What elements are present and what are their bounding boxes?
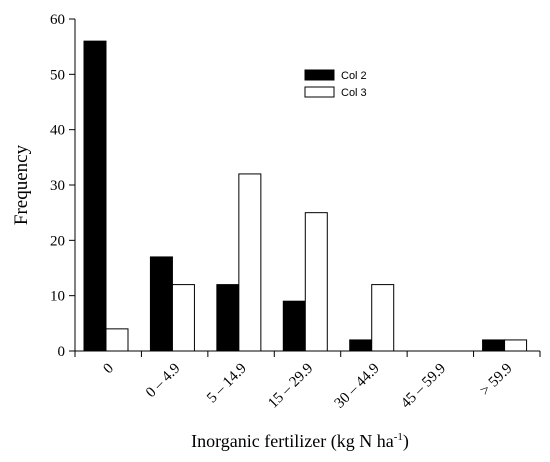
x-tick-label: 5 – 14.9 bbox=[204, 361, 250, 407]
legend-swatch-col3 bbox=[304, 86, 335, 98]
y-tick-label: 50 bbox=[50, 67, 65, 83]
x-tick-label: 15 – 29.9 bbox=[265, 361, 316, 412]
x-axis-label-close: ) bbox=[403, 431, 409, 452]
y-tick-label: 60 bbox=[50, 12, 65, 28]
x-axis-label-main: Inorganic fertilizer (kg N ha bbox=[191, 431, 394, 452]
x-tick-label: 30 – 44.9 bbox=[332, 361, 383, 412]
x-axis-label: Inorganic fertilizer (kg N ha-1) bbox=[191, 431, 409, 452]
legend: Col 2 Col 3 bbox=[304, 69, 367, 99]
y-tick-label: 0 bbox=[58, 344, 66, 360]
x-tick-label: > 59.9 bbox=[477, 361, 516, 400]
bar-col3-6 bbox=[504, 339, 528, 352]
y-tick-label: 40 bbox=[50, 123, 65, 139]
y-tick-label: 30 bbox=[50, 178, 65, 194]
bar-col2-4 bbox=[349, 339, 373, 352]
y-axis-label: Frequency bbox=[11, 144, 32, 225]
x-axis-label-superscript: -1 bbox=[394, 431, 403, 443]
bar-col2-3 bbox=[282, 300, 306, 352]
legend-swatch-col2 bbox=[304, 69, 335, 81]
x-tick-label: 0 bbox=[100, 361, 117, 378]
y-tick-label: 10 bbox=[50, 289, 65, 305]
bar-col2-2 bbox=[216, 284, 240, 352]
legend-label-col2: Col 2 bbox=[341, 70, 367, 82]
bars-layer bbox=[83, 40, 528, 352]
legend-label-col3: Col 3 bbox=[341, 87, 367, 99]
bar-col3-4 bbox=[371, 284, 395, 352]
bar-col2-0 bbox=[83, 40, 107, 352]
bar-col3-0 bbox=[105, 328, 129, 352]
bar-col3-2 bbox=[238, 173, 262, 352]
bar-col3-3 bbox=[304, 212, 328, 352]
y-tick-label: 20 bbox=[50, 233, 65, 249]
x-ticks: 0 0 – 4.9 5 – 14.9 15 – 29.9 30 – 44.9 45 – 5… bbox=[74, 351, 541, 412]
x-tick-label: 0 – 4.9 bbox=[143, 361, 183, 401]
bar-col3-1 bbox=[171, 284, 195, 352]
x-tick-label: 45 – 59.9 bbox=[398, 361, 449, 412]
bar-col2-1 bbox=[149, 256, 173, 352]
bar-col2-6 bbox=[482, 339, 506, 352]
y-ticks: 0 10 20 30 40 50 60 bbox=[50, 12, 75, 360]
